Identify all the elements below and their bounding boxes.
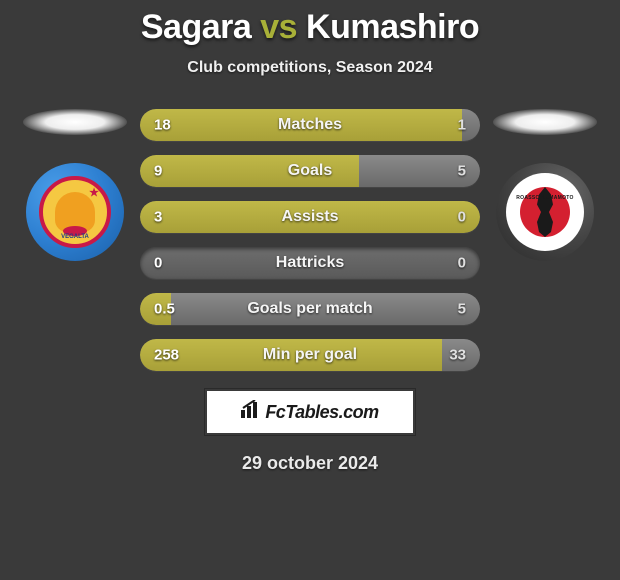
stat-label: Goals bbox=[288, 162, 332, 180]
team1-crest-label: VEGALTA bbox=[61, 234, 89, 240]
comparison-card: Sagara vs Kumashiro Club competitions, S… bbox=[0, 0, 620, 474]
player1-shadow bbox=[23, 109, 127, 135]
source-logo-text: FcTables.com bbox=[265, 402, 378, 423]
team2-crest-inner: ROASSO KUMAMOTO bbox=[506, 173, 584, 251]
player2-shadow bbox=[493, 109, 597, 135]
stat-label: Hattricks bbox=[276, 254, 344, 272]
title-player1: Sagara bbox=[141, 8, 251, 46]
stat-value-left: 9 bbox=[154, 163, 162, 180]
chart-icon bbox=[241, 400, 263, 424]
stat-value-left: 3 bbox=[154, 209, 162, 226]
right-column: ROASSO KUMAMOTO bbox=[490, 109, 600, 261]
left-column: VEGALTA bbox=[20, 109, 130, 261]
stat-bar: 258 Min per goal 33 bbox=[140, 339, 480, 371]
stat-bar: 0.5 Goals per match 5 bbox=[140, 293, 480, 325]
page-title: Sagara vs Kumashiro bbox=[0, 8, 620, 47]
stat-value-left: 18 bbox=[154, 117, 171, 134]
team2-crest: ROASSO KUMAMOTO bbox=[496, 163, 594, 261]
team2-crest-label: ROASSO KUMAMOTO bbox=[516, 195, 573, 201]
stat-value-left: 258 bbox=[154, 347, 179, 364]
stat-bar: 0 Hattricks 0 bbox=[140, 247, 480, 279]
team1-crest-inner: VEGALTA bbox=[39, 176, 111, 248]
stat-bar: 3 Assists 0 bbox=[140, 201, 480, 233]
stat-bar: 9 Goals 5 bbox=[140, 155, 480, 187]
stat-bar: 18 Matches 1 bbox=[140, 109, 480, 141]
date-text: 29 october 2024 bbox=[0, 453, 620, 474]
team1-crest-bird-icon bbox=[55, 192, 95, 232]
stat-label: Assists bbox=[282, 208, 339, 226]
stat-value-right: 33 bbox=[449, 347, 466, 364]
stat-value-left: 0 bbox=[154, 255, 162, 272]
stat-value-left: 0.5 bbox=[154, 301, 175, 318]
team1-crest: VEGALTA bbox=[26, 163, 124, 261]
title-vs: vs bbox=[260, 8, 297, 46]
stat-label: Matches bbox=[278, 116, 342, 134]
stats-column: 18 Matches 1 9 Goals 5 3 Assists 0 0 Hattricks 0 0.5… bbox=[140, 109, 480, 371]
source-logo: FcTables.com bbox=[205, 389, 415, 435]
main-row: VEGALTA 18 Matches 1 9 Goals 5 3 Assists 0 0 Hattr… bbox=[0, 109, 620, 371]
stat-value-right: 0 bbox=[458, 209, 466, 226]
stat-value-right: 5 bbox=[458, 163, 466, 180]
stat-value-right: 5 bbox=[458, 301, 466, 318]
stat-value-right: 1 bbox=[458, 117, 466, 134]
stat-value-right: 0 bbox=[458, 255, 466, 272]
stat-label: Min per goal bbox=[263, 346, 357, 364]
stat-label: Goals per match bbox=[247, 300, 372, 318]
subtitle: Club competitions, Season 2024 bbox=[0, 59, 620, 77]
title-player2: Kumashiro bbox=[306, 8, 479, 46]
